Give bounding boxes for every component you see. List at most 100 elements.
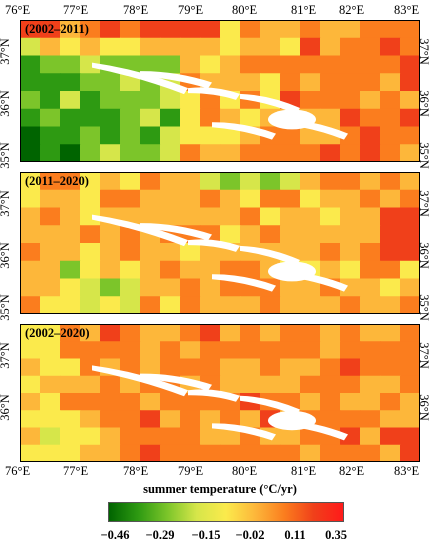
panel-period-label: (2011–2020) <box>25 174 89 188</box>
glacier-mask <box>92 214 188 247</box>
grid-cell <box>160 172 181 191</box>
grid-cell <box>380 189 401 209</box>
grid-cell <box>20 260 41 280</box>
grid-cell <box>160 393 181 411</box>
grid-cell <box>80 296 101 314</box>
grid-cell <box>360 189 381 209</box>
grid-cell <box>260 144 281 162</box>
grid-cell <box>60 358 81 377</box>
grid-cell <box>100 91 121 110</box>
grid-cell <box>400 225 420 244</box>
grid-cell <box>100 37 121 57</box>
grid-cell <box>140 444 161 462</box>
grid-cell <box>100 341 121 360</box>
grid-cell <box>20 324 41 342</box>
grid-cell <box>300 207 321 226</box>
grid-cell <box>380 341 401 360</box>
grid-cell <box>40 91 61 110</box>
grid-cell <box>260 20 281 39</box>
grid-cell <box>100 410 121 429</box>
glacier-mask <box>240 395 300 416</box>
grid-cell <box>220 225 241 244</box>
grid-cell <box>240 260 261 280</box>
grid-cell <box>120 108 141 128</box>
grid-cell <box>360 225 381 244</box>
glacier-mask <box>240 245 300 267</box>
right-y-tick: 37°N <box>416 342 431 369</box>
glacier-mask <box>92 62 188 95</box>
grid-cell <box>340 172 361 191</box>
grid-cell <box>160 126 181 145</box>
grid-cell <box>80 243 101 262</box>
glacier-mask <box>240 93 300 115</box>
grid-cell <box>300 278 321 297</box>
grid-cell <box>100 225 121 244</box>
grid-cell <box>40 225 61 244</box>
grid-cell <box>40 126 61 145</box>
grid-cell <box>160 55 181 74</box>
grid-cell <box>340 341 361 360</box>
grid-cell <box>40 410 61 429</box>
grid-cell <box>260 341 281 360</box>
grid-cell <box>360 444 381 462</box>
grid-cell <box>300 189 321 209</box>
grid-cell <box>60 427 81 446</box>
grid-cell <box>180 55 201 74</box>
grid-cell <box>300 225 321 244</box>
grid-cell <box>180 444 201 462</box>
grid-cell <box>200 278 221 297</box>
grid-cell <box>80 444 101 462</box>
grid-cell <box>180 410 201 429</box>
grid-cell <box>60 260 81 280</box>
grid-cell <box>140 20 161 39</box>
glacier-mask <box>140 71 212 89</box>
colorbar-title: summer temperature (°C/yr) <box>143 482 297 496</box>
grid-cell <box>320 20 341 39</box>
grid-cell <box>400 260 420 280</box>
grid-cell <box>280 358 301 377</box>
grid-cell <box>180 20 201 39</box>
bottom-x-tick: 77°E <box>63 464 89 478</box>
grid-cell <box>360 55 381 74</box>
right-y-tick: 36°N <box>416 394 431 421</box>
grid-cell <box>240 324 261 342</box>
grid-cell <box>260 358 281 377</box>
grid-cell <box>180 427 201 446</box>
grid-cell <box>340 20 361 39</box>
grid-cell <box>60 37 81 57</box>
grid-cell <box>400 144 420 162</box>
grid-cell <box>40 375 61 394</box>
grid-cell <box>60 278 81 297</box>
grid-cell <box>140 91 161 110</box>
grid-cell <box>60 172 81 191</box>
grid-cell <box>400 427 420 446</box>
left-y-tick: 36°N <box>0 394 12 421</box>
grid-cell <box>220 410 241 429</box>
grid-cell <box>360 358 381 377</box>
grid-cell <box>240 341 261 360</box>
grid-cell <box>80 375 101 394</box>
grid-cell <box>400 324 420 342</box>
grid-cell <box>360 393 381 411</box>
grid-cell <box>40 358 61 377</box>
grid-cell <box>280 324 301 342</box>
grid-cell <box>180 37 201 57</box>
grid-cell <box>100 324 121 342</box>
top-x-tick: 83°E <box>394 3 420 17</box>
grid-cell <box>80 393 101 411</box>
grid-cell <box>220 207 241 226</box>
grid-cell <box>220 37 241 57</box>
grid-cell <box>400 278 420 297</box>
grid-cell <box>120 37 141 57</box>
grid-cell <box>300 427 321 446</box>
grid-cell <box>140 207 161 226</box>
grid-cell <box>380 144 401 162</box>
grid-cell <box>20 427 41 446</box>
grid-cell <box>180 91 201 110</box>
grid-cell <box>380 55 401 74</box>
grid-cell <box>320 324 341 342</box>
grid-cell <box>300 393 321 411</box>
grid-cell <box>240 225 261 244</box>
glacier-mask <box>212 274 276 292</box>
grid-cell <box>40 37 61 57</box>
